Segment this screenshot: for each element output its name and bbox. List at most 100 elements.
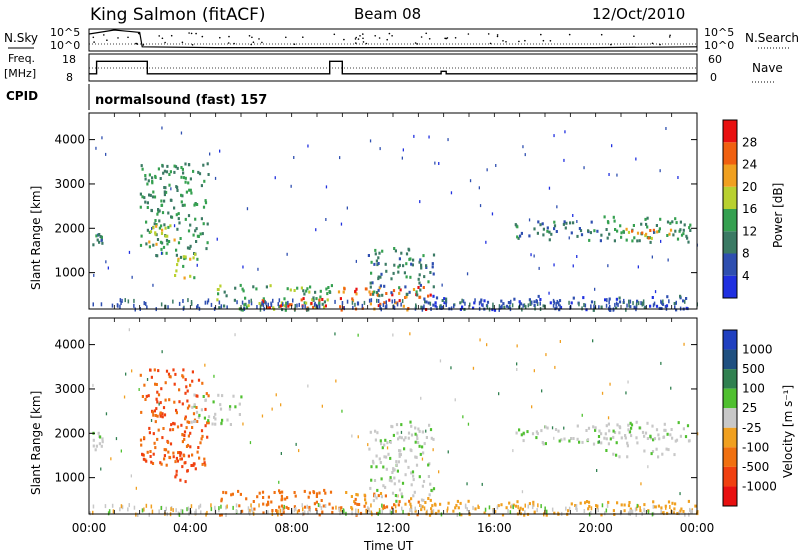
range-cell <box>389 440 392 444</box>
range-cell <box>150 375 153 379</box>
range-cell <box>196 263 198 267</box>
range-cell <box>326 298 329 302</box>
range-cell <box>234 405 237 409</box>
range-cell <box>244 296 247 300</box>
range-cell <box>279 304 282 308</box>
velocity-colorbar-cell <box>723 427 737 448</box>
range-cell <box>483 511 486 515</box>
range-cell <box>174 372 177 376</box>
range-cell <box>530 253 532 257</box>
range-cell <box>533 254 535 258</box>
range-cell <box>553 224 557 228</box>
range-cell <box>148 173 151 177</box>
range-cell <box>182 264 185 268</box>
range-cell <box>186 507 188 512</box>
range-cell <box>159 177 162 180</box>
range-cell <box>628 501 631 504</box>
range-cell <box>627 428 630 432</box>
range-cell <box>133 303 135 308</box>
range-cell <box>105 412 108 416</box>
power-colorbar-cell <box>723 253 737 276</box>
range-cell <box>200 408 203 412</box>
range-cell <box>553 436 555 440</box>
range-cell <box>614 302 616 307</box>
range-cell <box>516 368 518 371</box>
nsearch-point <box>258 38 260 40</box>
nsearch-point <box>668 36 671 38</box>
range-cell <box>579 501 582 505</box>
range-cell <box>597 440 600 444</box>
nsearch-point <box>651 42 654 45</box>
range-cell <box>497 504 500 508</box>
range-cell <box>453 304 455 309</box>
nsearch-point <box>505 41 507 43</box>
range-cell <box>370 478 373 482</box>
range-cell <box>553 227 556 231</box>
range-cell <box>382 303 385 308</box>
range-cell <box>173 164 176 168</box>
range-cell <box>357 333 359 337</box>
velocity-colorbar-cell <box>723 369 737 389</box>
range-cell <box>450 306 453 311</box>
range-cell <box>207 415 211 419</box>
range-cell <box>505 506 508 510</box>
range-cell <box>199 441 202 445</box>
range-cell <box>353 500 356 504</box>
range-cell <box>375 496 378 500</box>
range-cell <box>385 269 388 273</box>
range-cell <box>650 236 653 240</box>
range-cell <box>189 177 192 181</box>
range-cell <box>518 428 521 432</box>
range-cell <box>527 303 530 308</box>
power-ytick-label: 2000 <box>54 221 85 235</box>
range-cell <box>593 229 596 233</box>
range-cell <box>166 242 169 246</box>
noise-panel-frame <box>88 28 698 52</box>
range-cell <box>417 441 420 444</box>
range-cell <box>400 251 403 255</box>
nsearch-point <box>502 40 504 42</box>
range-cell <box>390 277 393 281</box>
range-cell <box>518 300 521 304</box>
range-cell <box>687 439 691 443</box>
range-cell <box>590 304 592 309</box>
range-cell <box>218 300 221 305</box>
range-cell <box>408 248 411 252</box>
range-cell <box>429 271 432 274</box>
range-cell <box>331 506 334 510</box>
range-cell <box>154 219 157 222</box>
range-cell <box>145 220 148 224</box>
range-cell <box>558 308 561 312</box>
range-cell <box>404 296 407 299</box>
range-cell <box>339 509 342 513</box>
range-cell <box>296 510 299 515</box>
velocity-colorbar-label: Velocity [m s⁻¹] <box>781 385 795 478</box>
range-cell <box>687 240 690 244</box>
range-cell <box>671 501 674 505</box>
range-cell <box>385 505 389 509</box>
range-cell <box>390 479 393 483</box>
range-cell <box>392 467 395 471</box>
range-cell <box>626 303 628 308</box>
range-cell <box>432 437 435 441</box>
nsearch-point <box>362 41 365 43</box>
range-cell <box>649 240 652 244</box>
range-cell <box>279 508 282 513</box>
range-cell <box>391 491 395 495</box>
range-cell <box>175 269 178 273</box>
range-cell <box>627 380 629 384</box>
range-cell <box>428 135 430 139</box>
range-cell <box>516 235 519 239</box>
range-cell <box>499 305 502 310</box>
range-cell <box>367 254 370 257</box>
range-cell <box>377 275 380 279</box>
range-cell <box>679 492 681 496</box>
range-cell <box>92 243 95 247</box>
range-cell <box>666 511 669 515</box>
range-cell <box>634 507 637 512</box>
range-cell <box>486 168 488 172</box>
range-cell <box>594 426 597 430</box>
range-cell <box>419 283 422 287</box>
range-cell <box>373 479 377 482</box>
range-cell <box>373 492 376 496</box>
